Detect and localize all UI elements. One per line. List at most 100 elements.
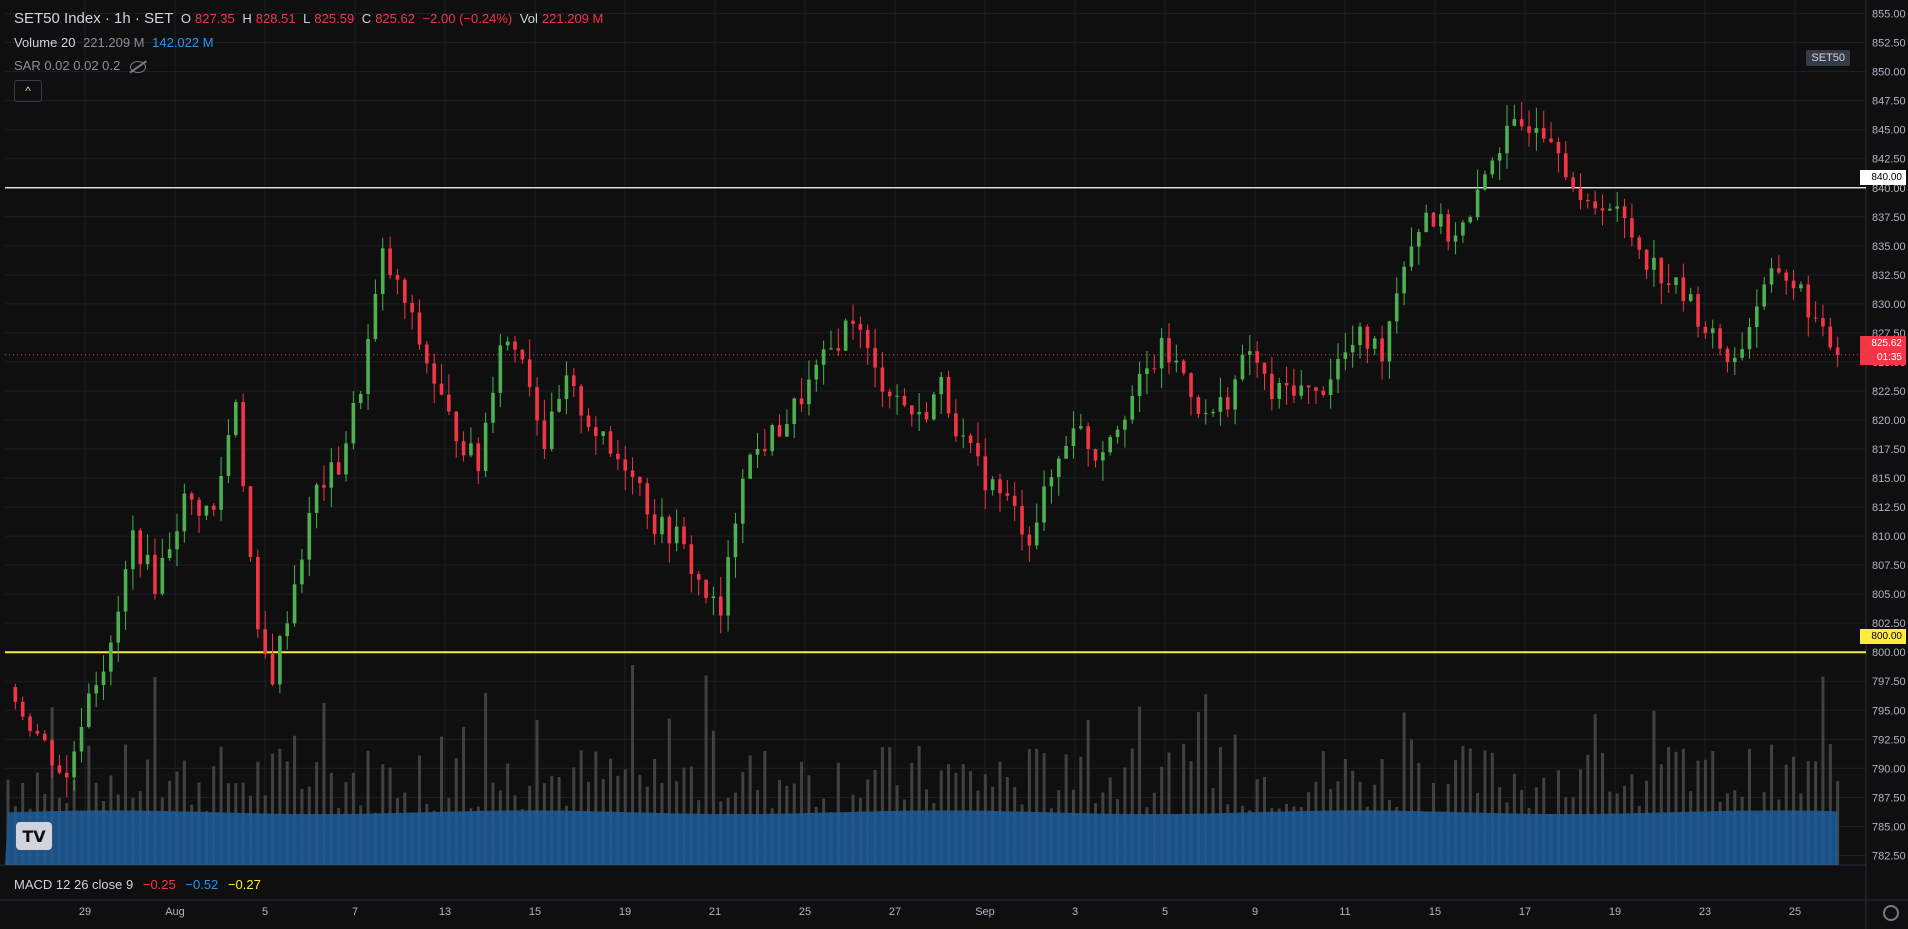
candle-body <box>469 443 473 456</box>
x-tick-label: 3 <box>1072 906 1078 918</box>
volume-bar <box>1667 747 1671 865</box>
volume-bar <box>1409 739 1413 865</box>
tradingview-logo-icon[interactable]: TV <box>16 822 52 850</box>
candle-body <box>1586 199 1590 202</box>
volume-bar <box>1652 710 1656 865</box>
y-tick-label: 805.00 <box>1872 589 1906 601</box>
sar-legend[interactable]: SAR 0.02 0.02 0.2 <box>14 58 150 73</box>
candle-body <box>704 579 708 599</box>
volume-bar <box>153 677 157 865</box>
candle-body <box>1777 268 1781 273</box>
candle-body <box>1196 397 1201 414</box>
candle-body <box>718 596 723 616</box>
candle-body <box>1622 206 1627 219</box>
candle-body <box>1475 189 1480 218</box>
candle-body <box>770 425 774 452</box>
candle-body <box>726 557 730 616</box>
volume-bar <box>1593 714 1597 865</box>
settings-icon[interactable] <box>1883 905 1899 921</box>
candle-body <box>160 558 165 594</box>
macd-legend[interactable]: MACD 12 26 close 9 −0.25 −0.52 −0.27 <box>14 877 267 892</box>
volume-bar <box>484 693 488 865</box>
volume-bar <box>1064 754 1068 865</box>
candle-body <box>557 399 561 412</box>
candle-body <box>990 479 995 491</box>
candle-body <box>336 462 341 475</box>
y-tick-label: 797.50 <box>1872 676 1906 688</box>
candle-body <box>35 730 40 734</box>
candle-body <box>799 398 804 405</box>
y-tick-label: 810.00 <box>1872 531 1906 543</box>
candle-body <box>1497 153 1502 161</box>
candle-body <box>1755 306 1759 328</box>
candle-body <box>109 642 113 672</box>
candle-body <box>733 523 738 558</box>
y-tick-label: 835.00 <box>1872 241 1906 253</box>
y-tick-label: 792.50 <box>1872 734 1906 746</box>
x-tick-label: 19 <box>619 906 631 918</box>
candle-body <box>917 411 921 415</box>
candle-body <box>1248 351 1252 355</box>
chevron-up-icon[interactable]: ^ <box>14 80 42 102</box>
volume-bar <box>1042 753 1046 865</box>
volume-bar <box>1681 748 1685 865</box>
volume-bar <box>1770 744 1774 865</box>
candle-body <box>777 425 782 437</box>
candle-body <box>1064 446 1068 459</box>
y-tick-label: 845.00 <box>1872 125 1906 137</box>
volume-bar <box>653 758 657 865</box>
macd-value-2: −0.52 <box>185 877 219 892</box>
candle-body <box>380 248 385 294</box>
volume-bar <box>888 747 892 865</box>
volume-bar <box>880 747 884 865</box>
volume-bar <box>1196 711 1200 865</box>
volume-bar <box>1461 745 1465 865</box>
candle-body <box>131 530 135 570</box>
x-tick-label: 29 <box>79 906 91 918</box>
candle-body <box>226 435 231 476</box>
close-value: 825.62 <box>375 11 415 26</box>
candle-body <box>1747 327 1752 350</box>
candle-body <box>491 392 495 423</box>
candle-body <box>785 424 789 437</box>
candle-body <box>72 751 76 778</box>
candle-body <box>417 312 422 345</box>
candle-body <box>1710 328 1715 334</box>
candle-body <box>1299 385 1304 396</box>
candle-body <box>1387 321 1392 362</box>
candle-body <box>983 456 988 491</box>
volume-bar <box>631 664 635 865</box>
candle-body <box>1027 534 1032 546</box>
y-tick-label: 787.50 <box>1872 792 1906 804</box>
candle-body <box>1703 326 1708 334</box>
candle-body <box>1578 187 1583 200</box>
volume-bar <box>1130 748 1134 865</box>
y-tick-label: 832.50 <box>1872 270 1906 282</box>
candle-body <box>571 375 576 387</box>
candle-body <box>358 393 363 403</box>
volume-bar <box>1233 734 1237 865</box>
candle-body <box>601 431 605 436</box>
y-tick-label: 837.50 <box>1872 212 1906 224</box>
candle-body <box>998 479 1002 494</box>
volume-bar <box>711 730 715 865</box>
volume-label: Volume 20 <box>14 35 76 50</box>
candle-body <box>94 685 98 694</box>
candle-body <box>895 395 899 397</box>
volume-legend[interactable]: Volume 20 221.209 M 142.022 M <box>14 35 218 50</box>
symbol-title[interactable]: SET50 Index · 1h · SET <box>14 10 174 27</box>
volume-bar <box>1167 752 1171 865</box>
y-tick-label: 800.00 <box>1872 647 1906 659</box>
eye-hidden-icon[interactable] <box>130 60 147 73</box>
candle-body <box>233 402 238 436</box>
candle-body <box>344 443 348 475</box>
candle-body <box>1181 360 1186 374</box>
x-tick-label: 15 <box>529 906 541 918</box>
candle-body <box>1549 138 1553 143</box>
vol-value: 221.209 M <box>541 11 604 26</box>
candle-body <box>116 611 121 643</box>
sar-label: SAR 0.02 0.02 0.2 <box>14 58 121 73</box>
macd-label: MACD 12 26 close 9 <box>14 877 134 892</box>
candle-body <box>968 435 973 444</box>
